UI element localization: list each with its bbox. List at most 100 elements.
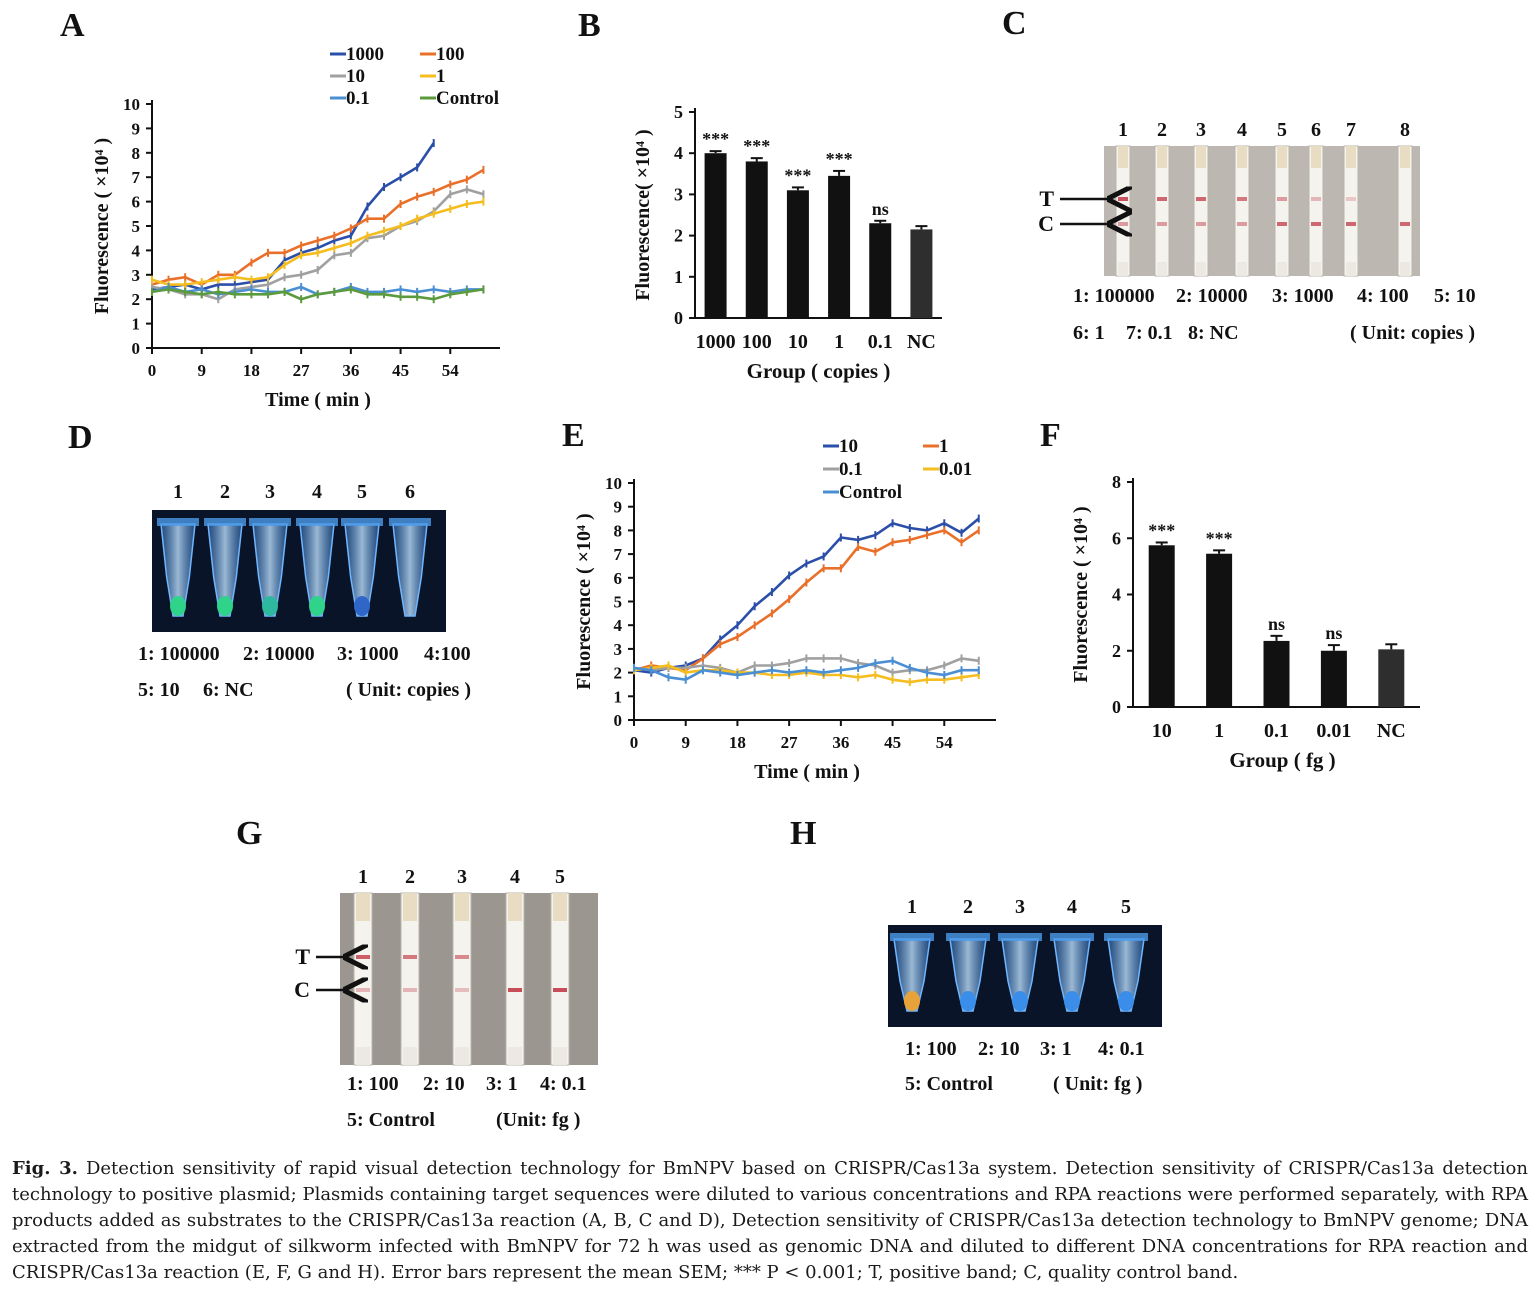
tube-fluorescence	[262, 596, 278, 616]
tube-number: 1	[907, 896, 917, 918]
strip-pad	[1311, 146, 1321, 168]
unit-label: (Unit: fg )	[496, 1109, 580, 1131]
tube-fluorescence	[170, 596, 186, 616]
strip-pad	[1400, 146, 1410, 168]
y-tick-label: 3	[674, 184, 683, 204]
strip-base	[1196, 262, 1206, 276]
control-band	[403, 988, 417, 992]
y-tick-label: 10	[605, 474, 622, 493]
control-band	[356, 988, 370, 992]
legend-item: 2: 10	[423, 1073, 465, 1095]
y-tick-label: 7	[132, 168, 141, 187]
significance-mark: ***	[1148, 520, 1175, 540]
y-tick-label: 2	[614, 664, 623, 683]
panel-b-bar-chart: B 0 1 2 3 4 5 *** 1000 *** 100 *** 10 *** 1 ns 0.1 NC Grou…	[578, 7, 942, 383]
control-band	[1277, 222, 1287, 226]
tube-number: 4	[312, 481, 322, 503]
bar-0.01	[1320, 650, 1347, 707]
bar-1000	[704, 153, 727, 318]
control-band	[1346, 222, 1356, 226]
x-tick-label: 100	[742, 331, 772, 353]
y-tick-label: 9	[132, 119, 141, 138]
y-axis-title: Fluorescence ( ×10⁴ )	[1070, 506, 1092, 682]
strip-base	[1346, 262, 1356, 276]
x-tick-label: 27	[293, 361, 311, 380]
y-tick-label: 7	[614, 545, 623, 564]
test-band	[403, 955, 417, 959]
legend-label: 10	[346, 66, 365, 87]
strip-pad	[1196, 146, 1206, 168]
significance-mark: ***	[826, 149, 853, 169]
test-band	[1196, 197, 1206, 201]
strip-pad	[403, 893, 417, 921]
x-tick-label: NC	[907, 331, 936, 353]
panel-letter: E	[562, 417, 585, 454]
x-tick-label: 0.01	[1316, 720, 1351, 742]
strip-base	[1157, 262, 1167, 276]
legend-label: 1	[939, 436, 949, 457]
y-axis-title: Fluorescence( ×10⁴ )	[632, 129, 654, 300]
legend-label: 100	[436, 44, 465, 65]
y-tick-label: 9	[614, 498, 623, 517]
unit-label: ( Unit: fg )	[1053, 1073, 1142, 1095]
strip-pad	[508, 893, 522, 921]
y-tick-label: 4	[1112, 585, 1121, 605]
strip-number: 2	[1157, 119, 1167, 141]
bar-0.1	[869, 223, 892, 318]
strip-base	[1118, 262, 1128, 276]
legend-item: 6: 1	[1073, 322, 1105, 344]
panel-letter: D	[68, 419, 93, 456]
y-tick-label: 0	[1112, 697, 1121, 717]
legend-item: 1: 100	[905, 1038, 957, 1060]
arrow-label-t: T	[295, 944, 310, 969]
legend-item: 2: 10000	[1176, 285, 1248, 307]
y-axis-title: Fluorescence ( ×10⁴ )	[91, 138, 113, 314]
legend-item: 1: 100	[347, 1073, 399, 1095]
tube-number: 5	[357, 481, 367, 503]
legend-item: 2: 10	[978, 1038, 1020, 1060]
control-band	[1311, 222, 1321, 226]
legend-item: 8: NC	[1188, 322, 1239, 344]
strip-number: 3	[457, 866, 467, 888]
significance-mark: ns	[1325, 623, 1342, 643]
tube-cap	[998, 933, 1042, 941]
test-band	[1118, 197, 1128, 201]
y-tick-label: 8	[132, 144, 141, 163]
panel-letter: B	[578, 7, 601, 44]
strip-pad	[1237, 146, 1247, 168]
strip-base	[1311, 262, 1321, 276]
y-tick-label: 4	[132, 241, 141, 260]
x-tick-label: 0.1	[868, 331, 893, 353]
control-band	[1157, 222, 1167, 226]
significance-mark: ***	[743, 136, 770, 156]
y-tick-label: 2	[132, 290, 141, 309]
y-tick-label: 1	[614, 687, 623, 706]
panel-f-bar-chart: F 0 2 4 6 8 *** 10 *** 1 ns 0.1 ns 0.01 NC Group ( fg )…	[1040, 417, 1420, 772]
x-tick-label: 54	[936, 733, 954, 752]
tube-number: 3	[1015, 896, 1025, 918]
y-tick-label: 4	[614, 616, 623, 635]
x-tick-label: 1	[834, 331, 844, 353]
y-tick-label: 6	[132, 193, 141, 212]
legend-label: 1000	[346, 44, 384, 65]
test-band	[356, 955, 370, 959]
legend-label: Control	[839, 482, 902, 503]
bar-0.1	[1263, 640, 1290, 707]
tube-fluorescence	[1064, 991, 1080, 1011]
x-tick-label: 0.1	[1264, 720, 1289, 742]
y-tick-label: 5	[674, 102, 683, 122]
x-tick-label: 0	[148, 361, 157, 380]
series-line-1000	[151, 142, 435, 291]
strip-number: 2	[405, 866, 415, 888]
control-band	[1118, 222, 1128, 226]
legend-label: Control	[436, 88, 499, 109]
tube-cap	[946, 933, 990, 941]
x-tick-label: 0	[630, 733, 639, 752]
strip-base	[1237, 262, 1247, 276]
figure-caption: Fig. 3. Detection sensitivity of rapid v…	[12, 1156, 1528, 1286]
control-band	[508, 988, 522, 992]
arrow-label-c: C	[294, 977, 310, 1002]
tube-cap	[249, 518, 291, 526]
x-tick-label: 18	[243, 361, 260, 380]
